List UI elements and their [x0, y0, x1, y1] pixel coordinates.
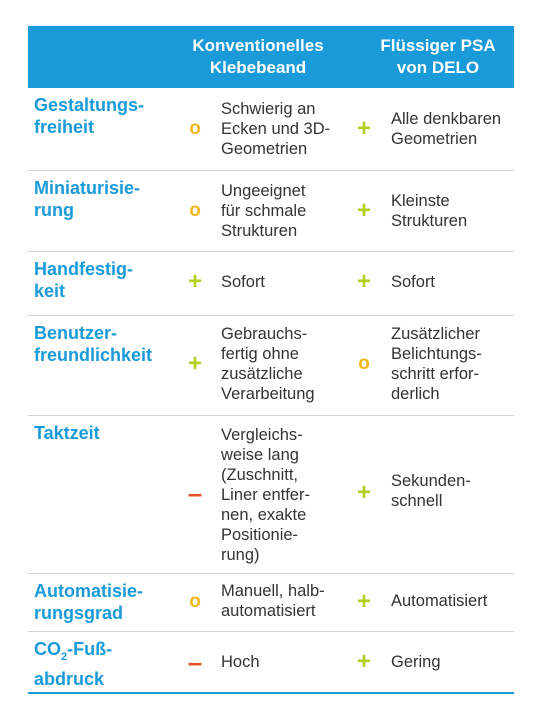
- neutral-icon: o: [189, 200, 201, 221]
- table-row: Miniaturisie- rung o Ungeeignet für schm…: [28, 171, 514, 252]
- table-row: Handfestig- keit + Sofort + Sofort: [28, 252, 514, 316]
- conventional-value: Gebrauchs- fertig ohne zusätzliche Verar…: [221, 325, 315, 403]
- table-row: Gestaltungs- freiheit o Schwierig an Eck…: [28, 88, 514, 171]
- co2-label-suffix: -Fuß- abdruck: [34, 639, 113, 689]
- co2-subscript: 2: [61, 651, 68, 663]
- co2-label-prefix: CO: [34, 639, 61, 659]
- neutral-icon: o: [189, 591, 201, 612]
- comparison-table: Konventionelles Klebebeand Flüssiger PSA…: [28, 26, 514, 694]
- table-row: Automatisie- rungsgrad o Manuell, halb- …: [28, 574, 514, 632]
- conventional-value: Vergleichs- weise lang (Zuschnitt, Liner…: [221, 426, 310, 564]
- psa-value: Kleinste Strukturen: [391, 192, 468, 230]
- conventional-value: Ungeeignet für schmale Strukturen: [221, 182, 307, 240]
- header-liquid-psa: Flüssiger PSA von DELO: [380, 36, 496, 77]
- conventional-value: Sofort: [221, 273, 266, 291]
- plus-icon: +: [356, 268, 371, 295]
- psa-value: Sofort: [391, 273, 436, 291]
- row-label: Benutzer- freundlichkeit: [34, 323, 153, 365]
- psa-value: Gering: [391, 653, 441, 671]
- plus-icon: +: [356, 115, 371, 142]
- conventional-value: Manuell, halb- automatisiert: [221, 582, 325, 620]
- plus-icon: +: [356, 479, 371, 506]
- row-label: Gestaltungs- freiheit: [34, 95, 145, 137]
- plus-icon: +: [187, 350, 202, 377]
- minus-icon: –: [187, 647, 203, 677]
- conventional-value: Hoch: [221, 653, 260, 671]
- row-label: Miniaturisie- rung: [34, 178, 141, 220]
- conventional-value: Schwierig an Ecken und 3D- Geometrien: [221, 100, 331, 158]
- row-label-co2-footprint: CO2-Fuß- abdruck: [34, 638, 112, 690]
- psa-value: Alle denkbaren Geometrien: [391, 110, 502, 148]
- plus-icon: +: [356, 648, 371, 675]
- neutral-icon: o: [189, 118, 201, 139]
- table-row: Benutzer- freundlichkeit + Gebrauchs- fe…: [28, 316, 514, 416]
- plus-icon: +: [187, 268, 202, 295]
- minus-icon: –: [187, 478, 203, 508]
- table-row: Taktzeit – Vergleichs- weise lang (Zusch…: [28, 416, 514, 574]
- row-label: Automatisie- rungsgrad: [34, 581, 144, 623]
- row-label: Handfestig- keit: [34, 259, 133, 301]
- plus-icon: +: [356, 588, 371, 615]
- header-conventional-tape: Konventionelles Klebebeand: [192, 36, 324, 77]
- psa-value: Automatisiert: [391, 592, 488, 610]
- table-bottom-rule: [28, 692, 514, 694]
- plus-icon: +: [356, 197, 371, 224]
- neutral-icon: o: [358, 353, 370, 374]
- table-header: Konventionelles Klebebeand Flüssiger PSA…: [28, 26, 514, 88]
- psa-value: Zusätzlicher Belichtungs- schritt erfor-…: [391, 325, 482, 403]
- row-label: Taktzeit: [34, 423, 100, 443]
- psa-value: Sekunden- schnell: [391, 472, 471, 510]
- table-row: CO2-Fuß- abdruck – Hoch + Gering: [28, 632, 514, 692]
